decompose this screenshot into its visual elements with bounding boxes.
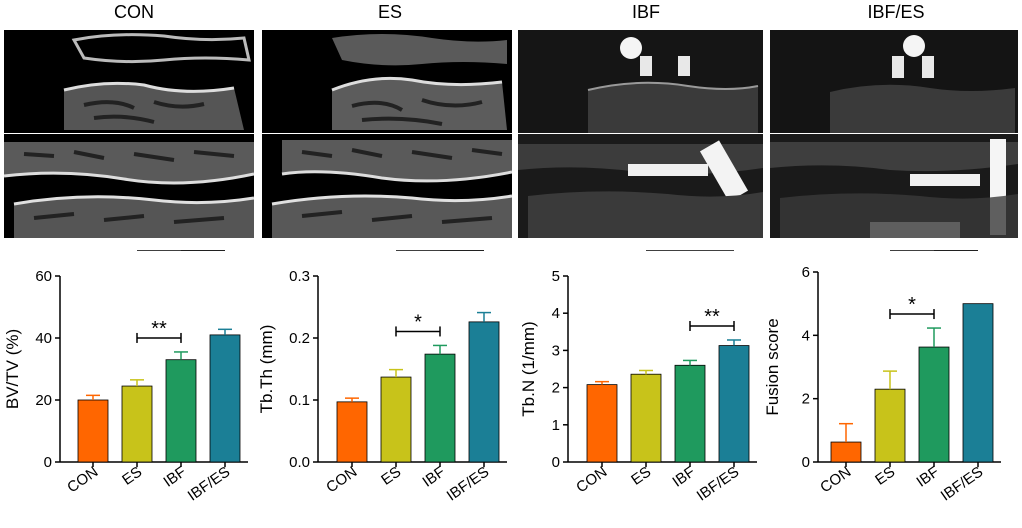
x-tick-label: IBF/ES bbox=[694, 463, 743, 504]
y-tick-label: 2 bbox=[552, 380, 560, 397]
bar-con bbox=[336, 401, 368, 463]
bar-es bbox=[874, 388, 906, 463]
significance-label: * bbox=[414, 311, 422, 333]
x-tick-label: IBF bbox=[913, 463, 942, 490]
column-title-es: ES bbox=[377, 2, 402, 22]
significance-bracket: *** bbox=[137, 250, 225, 255]
bar-con bbox=[77, 399, 109, 463]
y-tick-label: 40 bbox=[35, 330, 52, 347]
y-tick-label: 0.1 bbox=[289, 392, 310, 409]
significance-label: * bbox=[952, 250, 960, 255]
y-tick-label: 3 bbox=[552, 342, 560, 359]
ct-image-ibf-es-top bbox=[770, 30, 1018, 133]
y-tick-label: 6 bbox=[802, 264, 810, 281]
y-tick-label: 4 bbox=[552, 305, 560, 322]
y-tick-label: 0 bbox=[44, 454, 52, 471]
x-tick-label: ES bbox=[628, 463, 654, 488]
x-tick-label: IBF/ES bbox=[938, 463, 987, 504]
y-tick-label: 2 bbox=[802, 391, 810, 408]
x-tick-label: CON bbox=[817, 463, 854, 496]
y-tick-label: 0.2 bbox=[289, 330, 310, 347]
x-tick-label: IBF bbox=[669, 463, 698, 490]
significance-bracket: ** bbox=[890, 250, 978, 255]
significance-label: ** bbox=[926, 250, 942, 255]
y-tick-label: 60 bbox=[35, 268, 52, 285]
x-tick-label: IBF/ES bbox=[185, 463, 234, 504]
y-tick-label: 1 bbox=[552, 417, 560, 434]
bar-es bbox=[380, 376, 412, 463]
significance-label: ** bbox=[432, 250, 448, 255]
ct-image-es-top bbox=[262, 30, 512, 133]
significance-bracket: ** bbox=[136, 318, 182, 343]
bar-con bbox=[830, 441, 862, 463]
significance-bracket: * bbox=[934, 250, 978, 255]
significance-bracket: ** bbox=[181, 250, 225, 255]
y-tick-label: 4 bbox=[802, 327, 810, 344]
y-axis-label: Tb.Th (mm) bbox=[257, 325, 276, 414]
bar-ibf-es bbox=[209, 334, 241, 463]
bar-ibf bbox=[165, 359, 197, 463]
significance-bracket: ** bbox=[646, 250, 734, 255]
bar-es bbox=[630, 373, 662, 463]
significance-label: * bbox=[908, 294, 916, 316]
x-tick-label: ES bbox=[119, 463, 145, 488]
x-tick-label: IBF bbox=[419, 463, 448, 490]
x-tick-label: ES bbox=[872, 463, 898, 488]
ct-image-ibf-bottom bbox=[518, 134, 763, 238]
significance-bracket: ** bbox=[689, 306, 735, 331]
significance-bracket: * bbox=[395, 311, 441, 337]
significance-label: ** bbox=[682, 250, 698, 255]
significance-label: * bbox=[458, 250, 466, 255]
y-tick-label: 0 bbox=[802, 454, 810, 471]
y-tick-label: 5 bbox=[552, 268, 560, 285]
ct-image-con-top bbox=[4, 30, 254, 133]
column-title-con: CON bbox=[114, 2, 154, 22]
y-tick-label: 20 bbox=[35, 392, 52, 409]
significance-label: ** bbox=[195, 250, 211, 255]
y-axis-label: BV/TV (%) bbox=[3, 329, 22, 409]
column-title-ibf-es: IBF/ES bbox=[867, 2, 925, 22]
y-tick-label: 0.3 bbox=[289, 268, 310, 285]
ct-image-ibf-top bbox=[518, 30, 763, 133]
bar-ibf bbox=[424, 353, 456, 463]
bar-es bbox=[121, 385, 153, 463]
bar-ibf-es bbox=[962, 303, 994, 463]
significance-bracket: ** bbox=[396, 250, 484, 255]
y-axis-label: Tb.N (1/mm) bbox=[519, 321, 538, 416]
significance-bracket: * bbox=[440, 250, 484, 255]
y-tick-label: 0.0 bbox=[289, 454, 310, 471]
x-tick-label: IBF bbox=[160, 463, 189, 490]
x-tick-label: CON bbox=[323, 463, 360, 496]
bar-ibf-es bbox=[468, 321, 500, 463]
ct-image-es-bottom bbox=[262, 134, 512, 238]
significance-label: ** bbox=[704, 306, 720, 328]
bar-ibf-es bbox=[718, 345, 750, 463]
x-tick-label: CON bbox=[64, 463, 101, 496]
bar-con bbox=[586, 384, 618, 463]
y-tick-label: 0 bbox=[552, 454, 560, 471]
bar-ibf bbox=[674, 364, 706, 463]
x-tick-label: ES bbox=[378, 463, 404, 488]
ct-image-ibf-es-bottom bbox=[770, 134, 1018, 238]
ct-image-con-bottom bbox=[4, 134, 254, 238]
column-title-ibf: IBF bbox=[631, 2, 660, 22]
x-tick-label: CON bbox=[573, 463, 610, 496]
y-axis-label: Fusion score bbox=[763, 318, 782, 415]
significance-label: *** bbox=[169, 250, 193, 255]
significance-label: ** bbox=[151, 318, 167, 340]
bar-ibf bbox=[918, 346, 950, 463]
x-tick-label: IBF/ES bbox=[444, 463, 493, 504]
significance-bracket: * bbox=[889, 294, 935, 320]
